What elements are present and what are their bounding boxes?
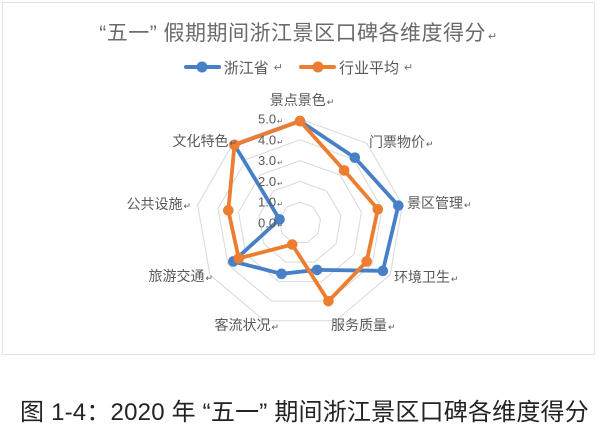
radial-tick-label: 5.0↵ xyxy=(258,112,283,127)
category-label: 环境卫生↵ xyxy=(394,269,459,285)
legend-dot-icon xyxy=(196,61,208,73)
data-point-marker xyxy=(223,205,234,216)
data-point-marker xyxy=(372,203,384,215)
data-point-marker xyxy=(311,264,323,276)
series-line-industry-average xyxy=(226,119,380,304)
category-label: 门票物价↵ xyxy=(369,134,434,150)
radar-plot-area: 0.0↵1.0↵2.0↵3.0↵4.0↵5.0↵景点景色↵门票物价↵景区管理↵环… xyxy=(126,92,472,333)
grid-ring xyxy=(197,118,403,322)
chart-title-text: “五一” 假期期间浙江景区口碑各维度得分 xyxy=(99,22,487,45)
data-point-marker xyxy=(361,256,372,267)
radial-tick-label: 2.0↵ xyxy=(258,174,283,189)
grid-ring xyxy=(278,201,322,244)
data-point-marker xyxy=(393,200,404,211)
radial-tick-label: 4.0↵ xyxy=(258,132,283,147)
data-point-marker xyxy=(276,268,287,280)
data-point-marker xyxy=(229,139,240,151)
data-point-marker xyxy=(233,253,245,264)
embedded-chart[interactable]: “五一” 假期期间浙江景区口碑各维度得分 ↵ 浙江省 ↵ 行业平均 ↵ xyxy=(2,2,595,355)
chart-legend: 浙江省 ↵ 行业平均 ↵ xyxy=(3,57,594,77)
legend-label: 浙江省 xyxy=(223,59,269,77)
data-point-marker xyxy=(286,239,298,250)
category-label: 景点景色↵ xyxy=(270,92,335,108)
radial-tick-label: 1.0↵ xyxy=(258,195,283,210)
grid-ring xyxy=(238,160,362,283)
series-line-zhejiang xyxy=(231,119,401,276)
category-label: 服务质量↵ xyxy=(331,317,396,333)
legend-line-marker-icon xyxy=(183,61,221,73)
paragraph-mark-icon: ↵ xyxy=(273,61,283,74)
category-label: 景区管理↵ xyxy=(407,195,472,211)
figure-caption-text: 图 1-4：2020 年 “五一” 期间浙江景区口碑各维度得分 xyxy=(20,399,589,426)
data-point-marker xyxy=(338,165,350,176)
legend-item-industry-average[interactable]: 行业平均 ↵ xyxy=(299,57,413,78)
data-point-marker xyxy=(349,152,361,163)
category-label: 客流状况↵ xyxy=(214,317,279,333)
paragraph-mark-icon: ↵ xyxy=(404,61,414,74)
legend-line-marker-icon xyxy=(299,61,336,73)
data-point-marker xyxy=(294,115,306,127)
data-point-marker xyxy=(377,265,389,277)
category-label: 公共设施↵ xyxy=(126,196,191,212)
data-point-marker xyxy=(274,214,285,225)
category-label: 旅游交通↵ xyxy=(148,268,213,284)
chart-title: “五一” 假期期间浙江景区口碑各维度得分 ↵ xyxy=(3,17,594,47)
legend-item-zhejiang[interactable]: 浙江省 ↵ xyxy=(183,57,283,78)
legend-label: 行业平均 xyxy=(339,59,400,77)
radial-tick-label: 3.0↵ xyxy=(258,153,283,168)
paragraph-mark-icon: ↵ xyxy=(488,31,498,43)
legend-dot-icon xyxy=(312,61,323,73)
figure-caption[interactable]: 图 1-4：2020 年 “五一” 期间浙江景区口碑各维度得分 xyxy=(20,392,595,427)
grid-ring xyxy=(217,139,383,302)
category-label: 文化特色↵ xyxy=(172,133,237,149)
data-point-marker xyxy=(323,295,334,307)
grid-ring xyxy=(258,180,342,263)
